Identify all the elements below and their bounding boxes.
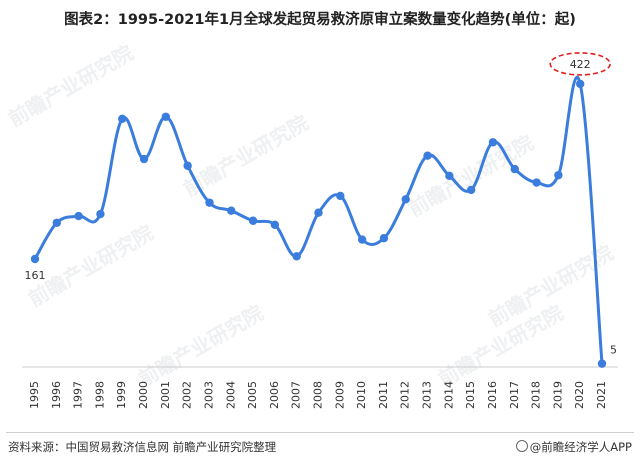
data-point-2015 bbox=[466, 185, 476, 195]
x-tick-label-2007: 2007 bbox=[290, 381, 303, 409]
data-point-2005 bbox=[248, 216, 258, 225]
data-point-1995 bbox=[30, 254, 40, 264]
footer-divider bbox=[6, 432, 634, 433]
x-tick-label-2016: 2016 bbox=[486, 381, 499, 409]
x-tick-label-1999: 1999 bbox=[115, 381, 128, 409]
x-tick-label-2013: 2013 bbox=[421, 381, 434, 409]
data-point-2000 bbox=[139, 154, 149, 164]
x-tick-label-2014: 2014 bbox=[442, 381, 455, 409]
data-point-1996 bbox=[52, 218, 62, 227]
x-tick-label-2009: 2009 bbox=[333, 381, 346, 409]
x-tick-label-2018: 2018 bbox=[530, 381, 543, 409]
x-tick-label-2017: 2017 bbox=[508, 381, 521, 409]
data-point-2012 bbox=[401, 195, 410, 204]
data-point-2004 bbox=[227, 206, 236, 215]
x-tick-label-1998: 1998 bbox=[93, 381, 106, 409]
data-point-2011 bbox=[379, 234, 389, 243]
data-point-2007 bbox=[292, 252, 301, 261]
x-tick-label-2008: 2008 bbox=[312, 381, 325, 409]
x-tick-label-1996: 1996 bbox=[50, 381, 63, 409]
data-point-2008 bbox=[314, 208, 323, 217]
data-label-1995: 161 bbox=[25, 269, 46, 282]
x-tick-label-2015: 2015 bbox=[464, 381, 477, 409]
x-tick-label-1997: 1997 bbox=[72, 381, 85, 409]
data-point-2021 bbox=[597, 359, 607, 368]
x-tick-label-2006: 2006 bbox=[268, 381, 281, 409]
data-point-1999 bbox=[118, 114, 127, 123]
source-note: 资料来源：中国贸易救济信息网 前瞻产业研究院整理 bbox=[8, 440, 277, 454]
data-point-2013 bbox=[423, 151, 432, 160]
x-tick-label-2002: 2002 bbox=[181, 381, 194, 409]
data-point-2001 bbox=[161, 112, 171, 121]
brand-credit: @前瞻经济学人APP bbox=[515, 439, 632, 455]
data-point-2006 bbox=[270, 220, 280, 229]
chart-title: 图表2：1995-2021年1月全球发起贸易救济原审立案数量变化趋势(单位：起) bbox=[64, 12, 576, 28]
x-tick-label-2021: 2021 bbox=[595, 381, 608, 409]
x-tick-label-2012: 2012 bbox=[399, 381, 412, 409]
brand-text: @前瞻经济学人APP bbox=[529, 440, 632, 454]
x-tick-label-2000: 2000 bbox=[137, 381, 150, 409]
highlight-ellipse bbox=[549, 52, 611, 76]
data-label-2020: 422 bbox=[570, 58, 591, 71]
data-point-2020 bbox=[575, 79, 585, 89]
x-tick-label-2011: 2011 bbox=[377, 381, 390, 409]
x-tick-label-2001: 2001 bbox=[159, 381, 172, 409]
data-point-2014 bbox=[445, 171, 454, 181]
data-point-2010 bbox=[357, 235, 367, 244]
data-point-2003 bbox=[205, 198, 214, 207]
brand-icon bbox=[515, 440, 528, 452]
x-tick-label-1995: 1995 bbox=[28, 381, 41, 409]
data-point-1998 bbox=[96, 209, 105, 219]
x-tick-label-2020: 2020 bbox=[573, 381, 586, 409]
data-point-1997 bbox=[74, 211, 83, 221]
x-tick-label-2005: 2005 bbox=[246, 381, 259, 409]
data-point-2002 bbox=[183, 161, 192, 170]
x-tick-label-2004: 2004 bbox=[224, 381, 237, 409]
data-point-2017 bbox=[510, 164, 519, 174]
x-tick-label-2019: 2019 bbox=[551, 381, 564, 409]
x-tick-label-2003: 2003 bbox=[202, 381, 215, 409]
data-point-2018 bbox=[532, 178, 541, 187]
data-point-2016 bbox=[488, 138, 498, 147]
data-point-2009 bbox=[336, 191, 345, 201]
data-label-2021: 5 bbox=[610, 344, 617, 357]
data-point-2019 bbox=[554, 170, 563, 180]
x-tick-label-2010: 2010 bbox=[355, 381, 368, 409]
